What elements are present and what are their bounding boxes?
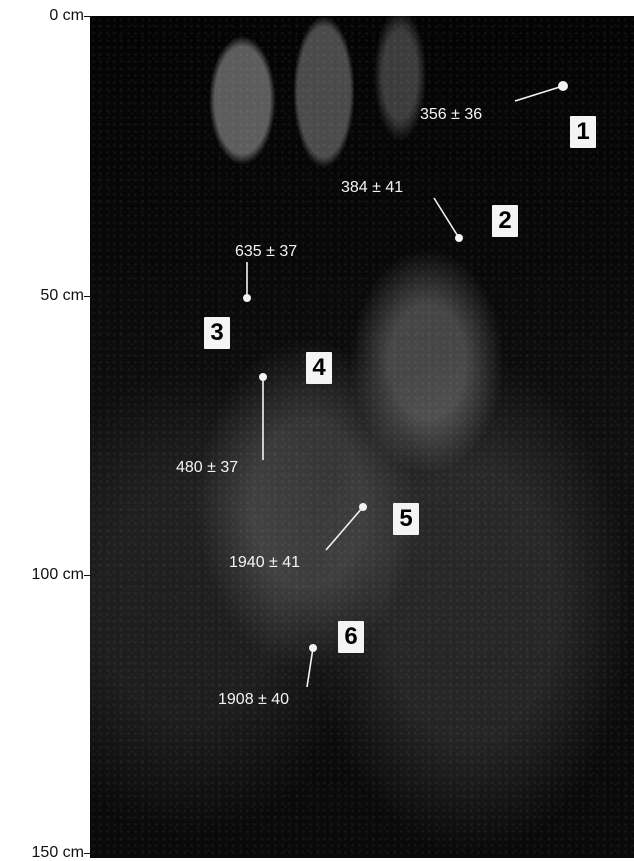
sample-number-4: 4: [306, 352, 332, 384]
sample-value-1: 356 ± 36: [420, 106, 483, 123]
sample-number-3: 3: [204, 317, 230, 349]
marker-line-6: [306, 647, 314, 688]
soil-profile-photo: [90, 16, 634, 858]
axis-tick-100cm: [84, 575, 92, 576]
sample-number-5: 5: [393, 503, 419, 535]
axis-tick-50cm: [84, 296, 92, 297]
axis-label-0cm: 0 cm: [49, 7, 84, 24]
marker-dot-4: [259, 373, 267, 381]
marker-line-2: [433, 197, 460, 239]
sample-number-6: 6: [338, 621, 364, 653]
axis-label-150cm: 150 cm: [31, 844, 84, 861]
marker-dot-5: [359, 503, 367, 511]
marker-dot-6: [309, 644, 317, 652]
sample-value-6: 1908 ± 40: [218, 691, 290, 708]
marker-line-5: [325, 506, 364, 551]
axis-tick-0cm: [84, 16, 92, 17]
axis-tick-150cm: [84, 853, 92, 854]
sample-number-1: 1: [570, 116, 596, 148]
sample-value-5: 1940 ± 41: [229, 554, 301, 571]
sample-number-2: 2: [492, 205, 518, 237]
axis-label-50cm: 50 cm: [40, 287, 84, 304]
marker-dot-1: [558, 81, 568, 91]
sample-value-4: 480 ± 37: [176, 459, 239, 476]
marker-dot-3: [243, 294, 251, 302]
marker-dot-2: [455, 234, 463, 242]
marker-line-1: [514, 85, 564, 102]
axis-label-100cm: 100 cm: [31, 566, 84, 583]
sample-value-2: 384 ± 41: [341, 179, 404, 196]
sample-value-3: 635 ± 37: [235, 243, 298, 260]
